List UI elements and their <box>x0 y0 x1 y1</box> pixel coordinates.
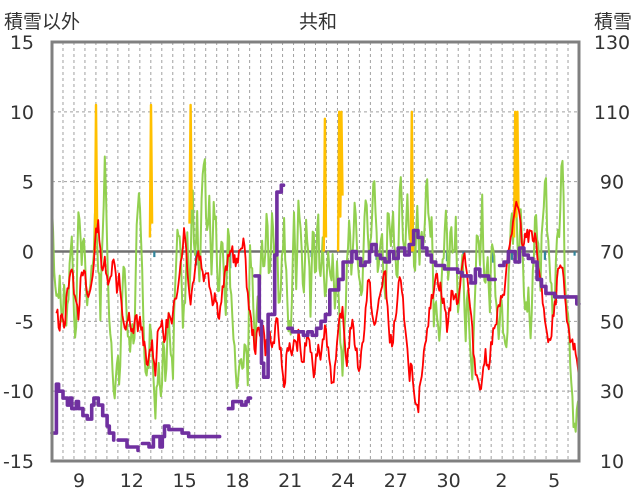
x-tick-label: 18 <box>225 470 249 492</box>
right-y-tick-label: 30 <box>600 381 624 403</box>
left-y-tick-label: -10 <box>3 381 34 403</box>
series-orange-spike <box>93 103 99 252</box>
left-y-tick-label: -5 <box>15 311 34 333</box>
x-tick-label: 27 <box>384 470 408 492</box>
series-orange-spike <box>409 110 415 252</box>
x-tick-label: 9 <box>73 470 85 492</box>
x-tick-label: 24 <box>331 470 355 492</box>
x-tick-label: 5 <box>548 470 560 492</box>
gridlines <box>52 42 579 461</box>
right-y-tick-label: 50 <box>600 311 624 333</box>
series-purple-line <box>50 183 581 453</box>
right-axis-title: 積雪 <box>594 11 632 33</box>
series-red-line <box>55 200 580 414</box>
series-layer <box>50 103 581 453</box>
left-y-tick-label: -15 <box>3 451 34 473</box>
x-tick-label: 15 <box>173 470 197 492</box>
left-y-tick-label: 10 <box>10 102 34 124</box>
left-y-tick-label: 0 <box>22 242 34 264</box>
left-axis-title: 積雪以外 <box>4 11 80 33</box>
plot-frame-layer <box>50 40 581 463</box>
series-green-line <box>51 155 580 433</box>
series-orange-spike <box>188 103 193 224</box>
left-y-tick-labels: 15 10 5 0 -5 -10 -15 <box>3 32 34 473</box>
x-tick-labels: 9 12 15 18 21 24 27 30 2 5 <box>73 470 560 492</box>
right-y-tick-label: 130 <box>594 32 630 54</box>
series-orange-spike <box>322 117 328 252</box>
left-y-tick-label: 15 <box>10 32 34 54</box>
series-orange-spike <box>512 110 520 238</box>
plot-frame <box>50 40 581 463</box>
x-tick-label: 12 <box>120 470 144 492</box>
right-y-tick-label: 110 <box>594 102 630 124</box>
right-y-tick-label: 10 <box>600 451 624 473</box>
chart-title: 共和 <box>299 11 337 33</box>
series-orange-spike <box>336 110 344 252</box>
left-y-tick-label: 5 <box>22 172 34 194</box>
x-tick-label: 30 <box>437 470 461 492</box>
x-tick-label: 2 <box>495 470 507 492</box>
series-orange-spike <box>148 103 154 238</box>
right-y-tick-label: 90 <box>600 172 624 194</box>
right-y-tick-labels: 130 110 90 70 50 30 10 <box>594 32 630 473</box>
x-tick-label: 21 <box>278 470 302 492</box>
right-y-tick-label: 70 <box>600 242 624 264</box>
